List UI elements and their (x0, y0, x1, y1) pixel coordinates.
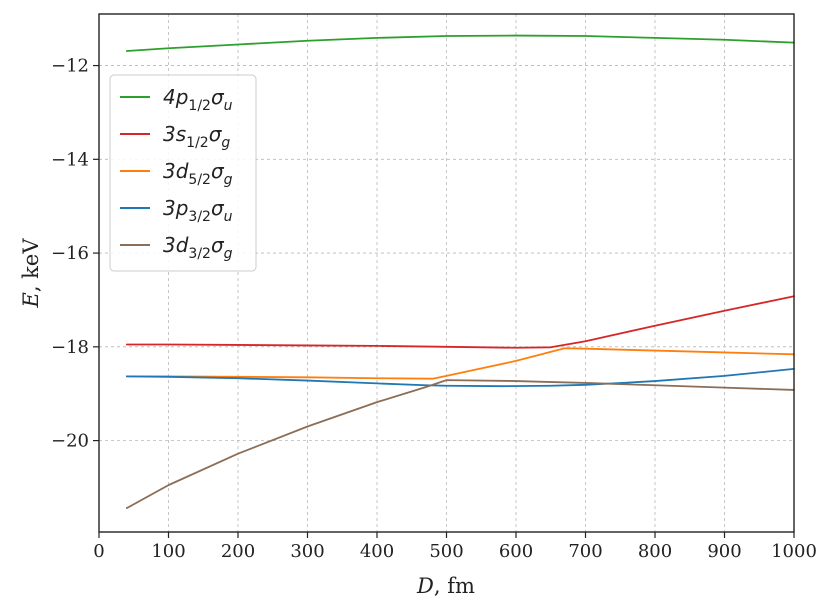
x-tick-label: 500 (429, 541, 463, 562)
series-lines (125, 34, 795, 509)
series-line-3 (125, 367, 795, 388)
x-tick-label: 1000 (771, 541, 817, 562)
y-tick-label: −16 (51, 243, 89, 264)
axis-ticks: 0 100 200 300 400 500 600 700 800 900 1000 −12 −14 −1… (51, 56, 817, 562)
y-axis-label: E, keV (19, 238, 43, 309)
legend-label: 3s1/2σg (163, 122, 230, 151)
legend-box (109, 74, 257, 272)
legend-label: 3d5/2σg (163, 159, 233, 188)
y-tick-label: −18 (51, 337, 89, 358)
series-line-0 (125, 34, 795, 52)
legend-entry: 3d3/2σg (120, 233, 233, 262)
y-tick-label: −14 (51, 149, 89, 170)
series-line-2 (125, 347, 795, 380)
series-line-4 (125, 379, 795, 509)
legend-entry: 3d5/2σg (120, 159, 233, 188)
x-tick-label: 200 (221, 541, 255, 562)
series-line-1 (125, 295, 795, 349)
x-tick-label: 100 (151, 541, 185, 562)
x-tick-label: 700 (568, 541, 602, 562)
x-tick-label: 600 (499, 541, 533, 562)
x-tick-label: 300 (290, 541, 324, 562)
y-tick-label: −12 (51, 56, 89, 77)
y-tick-label: −20 (51, 431, 89, 452)
x-tick-label: 800 (638, 541, 672, 562)
x-tick-label: 400 (360, 541, 394, 562)
legend-label: 4p1/2σu (163, 85, 233, 114)
legend-entry: 4p1/2σu (120, 85, 233, 114)
x-tick-label: 0 (93, 541, 104, 562)
legend-entry: 3s1/2σg (120, 122, 230, 151)
x-tick-label: 900 (707, 541, 741, 562)
legend-entry: 3p3/2σu (120, 196, 233, 225)
legend-label: 3p3/2σu (163, 196, 233, 225)
legend-label: 3d3/2σg (163, 233, 233, 262)
x-axis-label: D, fm (416, 574, 475, 598)
legend: 4p1/2σu 3s1/2σg 3d5/2σg 3p3/2σu 3d3/2σg (109, 74, 257, 272)
